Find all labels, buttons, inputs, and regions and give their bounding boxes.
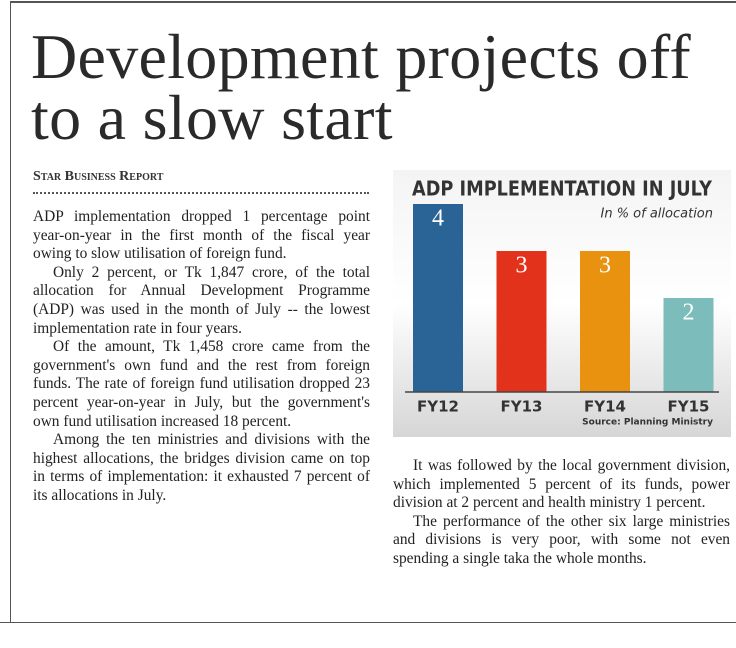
- x-tick-label: FY15: [668, 398, 710, 416]
- paragraph: It was followed by the local government …: [393, 457, 730, 512]
- paragraph: ADP implementation dropped 1 percentage …: [33, 208, 370, 263]
- x-tick-label: FY12: [417, 398, 459, 416]
- paragraph: Among the ten ministries and divisions w…: [33, 431, 370, 504]
- paragraph: Of the amount, Tk 1,458 crore came from …: [33, 338, 370, 430]
- bar: [663, 298, 714, 392]
- chart-source: Source: Planning Ministry: [582, 418, 713, 428]
- value-label: 3: [599, 253, 611, 279]
- left-column: ADP implementation dropped 1 percentage …: [33, 208, 370, 506]
- left-rule: [10, 1, 11, 623]
- value-label: 2: [683, 300, 695, 326]
- x-tick-label: FY14: [584, 398, 626, 416]
- byline: Star Business Report: [33, 169, 164, 184]
- chart: ADP IMPLEMENTATION IN JULY In % of alloc…: [393, 170, 731, 437]
- bottom-rule: [0, 622, 736, 623]
- dotted-rule: [33, 192, 369, 194]
- top-rule: [10, 1, 736, 3]
- value-label: 3: [516, 253, 528, 279]
- headline: Development projects off to a slow start: [31, 21, 692, 153]
- value-label: 4: [432, 206, 444, 232]
- paragraph: The performance of the other six large m…: [393, 512, 730, 567]
- bar: [413, 204, 463, 392]
- paragraph: Only 2 percent, or Tk 1,847 crore, of th…: [33, 263, 370, 337]
- x-tick-label: FY13: [501, 398, 543, 416]
- bar: [496, 251, 547, 392]
- right-column: It was followed by the local government …: [393, 457, 730, 569]
- bar: [580, 251, 630, 392]
- chart-subtitle: In % of allocation: [600, 207, 713, 222]
- chart-title: ADP IMPLEMENTATION IN JULY: [412, 177, 712, 201]
